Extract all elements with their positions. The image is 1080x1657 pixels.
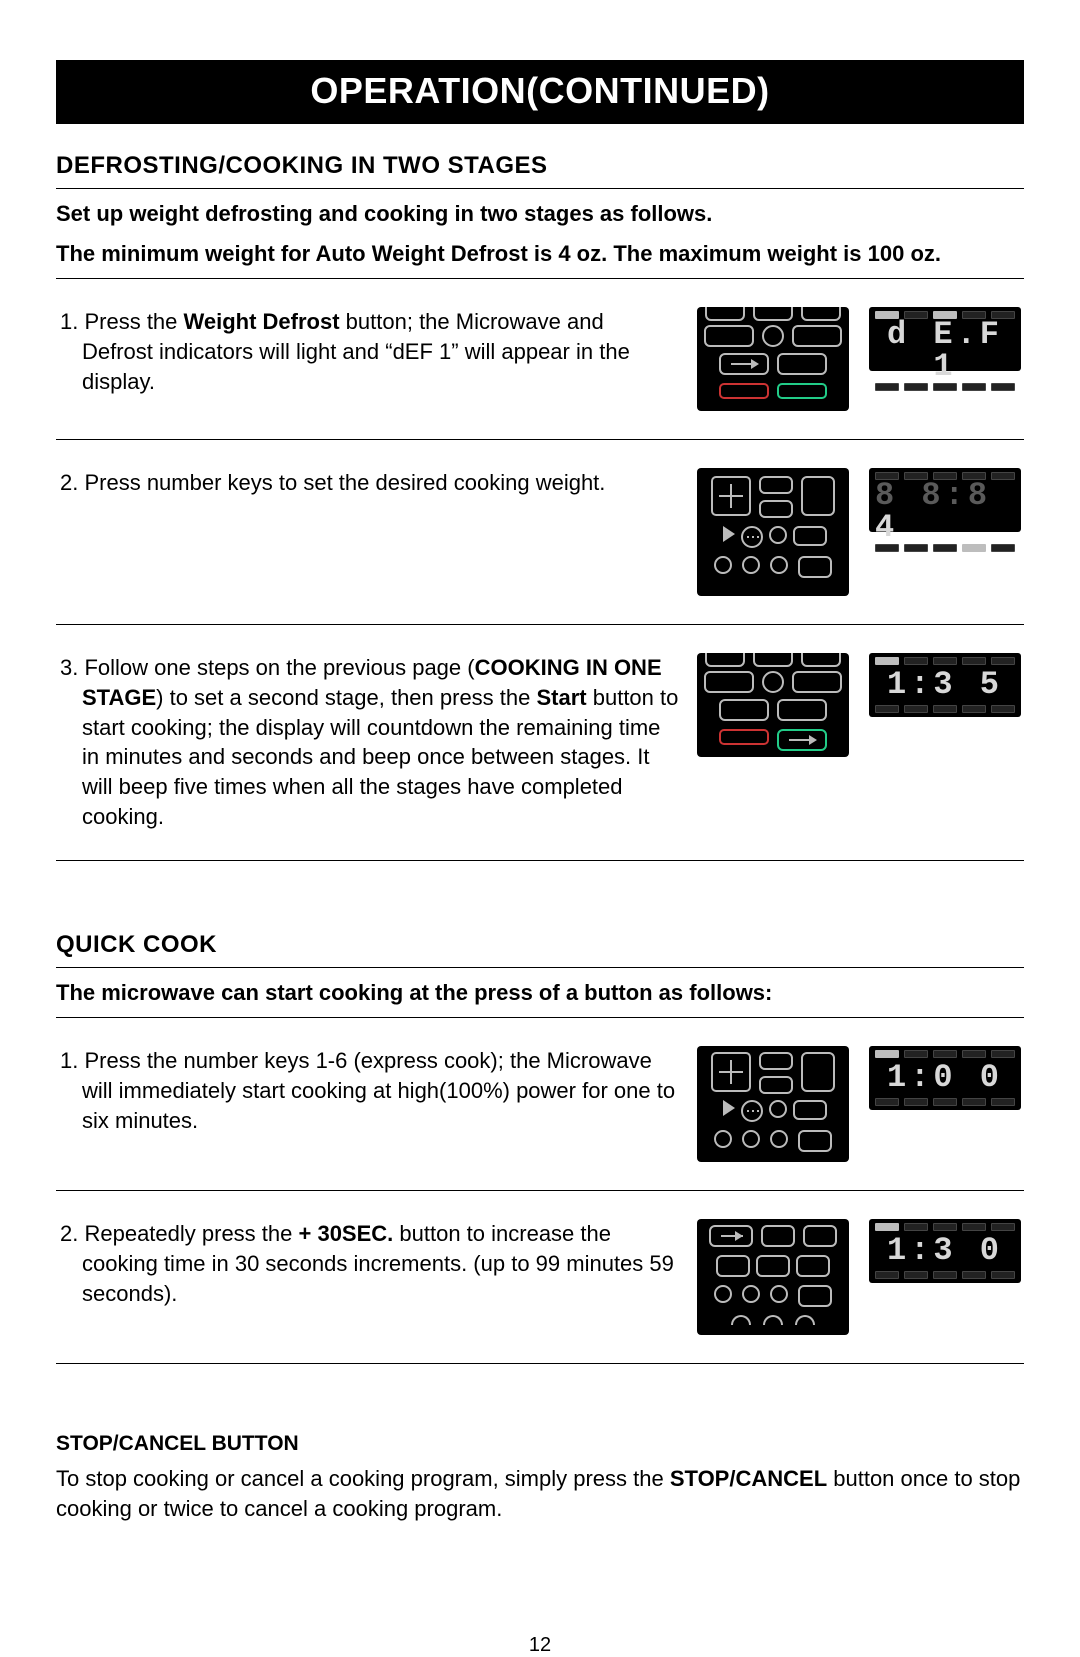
step-text: 2. Press number keys to set the desired … (60, 468, 680, 498)
control-panel-icon (694, 307, 852, 411)
step-row: 1. Press the Weight Defrost button; the … (56, 289, 1024, 429)
display-icon: d E.F 1 (866, 307, 1024, 371)
step-row: 2. Press number keys to set the desired … (56, 450, 1024, 614)
defrost-heading: DEFROSTING/COOKING IN TWO STAGES (56, 152, 1024, 180)
t-bold: Weight Defrost (184, 309, 340, 334)
t: Press the number keys 1-6 (express cook)… (78, 1048, 675, 1132)
rule (56, 1363, 1024, 1364)
control-panel-icon (694, 468, 852, 596)
display-icon: 1:3 0 (866, 1219, 1024, 1283)
stop-heading: STOP/CANCEL BUTTON (56, 1432, 1024, 1456)
quick-heading: QUICK COOK (56, 931, 1024, 959)
step-num: 1. (60, 1048, 78, 1073)
display-readout: 4 (875, 509, 898, 546)
display-icon: 8 8:8 4 (866, 468, 1024, 532)
step-row: 1. Press the number keys 1-6 (express co… (56, 1028, 1024, 1180)
step-row: 2. Repeatedly press the + 30SEC. button … (56, 1201, 1024, 1353)
step-num: 2. (60, 1221, 78, 1246)
display-readout: 1:3 5 (875, 669, 1015, 701)
section-banner: OPERATION(CONTINUED) (56, 60, 1024, 124)
display-readout: 1:3 0 (875, 1235, 1015, 1267)
t: Repeatedly press the (78, 1221, 298, 1246)
display-readout: d E.F 1 (875, 319, 1015, 383)
t: Follow one steps on the previous page ( (78, 655, 474, 680)
rule (56, 188, 1024, 189)
defrost-sub2: The minimum weight for Auto Weight Defro… (56, 239, 1024, 269)
rule (56, 439, 1024, 440)
defrost-sub1: Set up weight defrosting and cooking in … (56, 199, 1024, 229)
rule (56, 624, 1024, 625)
step-num: 1. (60, 309, 78, 334)
t-bold: + 30SEC. (299, 1221, 394, 1246)
step-num: 3. (60, 655, 78, 680)
step-text: 2. Repeatedly press the + 30SEC. button … (60, 1219, 680, 1308)
page: OPERATION(CONTINUED) DEFROSTING/COOKING … (0, 0, 1080, 1657)
rule (56, 1017, 1024, 1018)
display-icon: 1:3 5 (866, 653, 1024, 717)
step-row: 3. Follow one steps on the previous page… (56, 635, 1024, 849)
rule (56, 967, 1024, 968)
step-num: 2. (60, 470, 78, 495)
stop-body: To stop cooking or cancel a cooking prog… (56, 1464, 1024, 1523)
t-bold: Start (537, 685, 587, 710)
t: Press the (78, 309, 183, 334)
control-panel-icon (694, 653, 852, 757)
t: Press number keys to set the desired coo… (78, 470, 605, 495)
display-readout: 1:0 0 (875, 1062, 1015, 1094)
step-text: 3. Follow one steps on the previous page… (60, 653, 680, 831)
control-panel-icon (694, 1046, 852, 1162)
rule (56, 860, 1024, 861)
step-text: 1. Press the Weight Defrost button; the … (60, 307, 680, 396)
t-bold: STOP/CANCEL (670, 1466, 827, 1491)
page-number: 12 (56, 1634, 1024, 1657)
step-text: 1. Press the number keys 1-6 (express co… (60, 1046, 680, 1135)
t: To stop cooking or cancel a cooking prog… (56, 1466, 670, 1491)
rule (56, 1190, 1024, 1191)
display-icon: 1:0 0 (866, 1046, 1024, 1110)
rule (56, 278, 1024, 279)
quick-sub: The microwave can start cooking at the p… (56, 978, 1024, 1008)
control-panel-icon (694, 1219, 852, 1335)
t: ) to set a second stage, then press the (156, 685, 536, 710)
